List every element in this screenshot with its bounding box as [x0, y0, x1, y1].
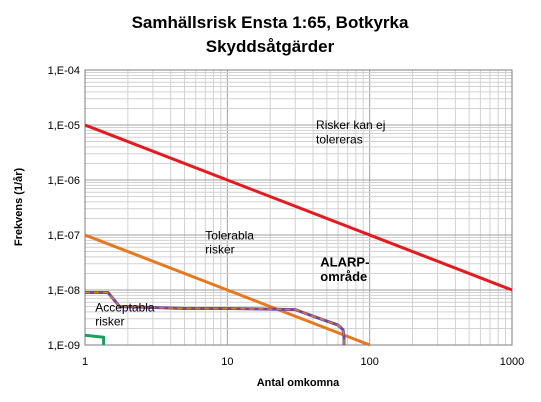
y-tick-label: 1,E-07: [48, 230, 80, 242]
annotation-text: område: [320, 269, 367, 284]
annotation-text: tolereras: [316, 133, 363, 147]
annotations: Risker kan ejtolererasTolerablariskerALA…: [95, 118, 385, 329]
annotation-text: Acceptabla: [95, 300, 155, 314]
y-tick-label: 1,E-05: [48, 120, 80, 132]
x-tick-label: 10: [221, 356, 233, 368]
y-tick-label: 1,E-04: [48, 65, 80, 77]
x-tick-label: 100: [360, 356, 378, 368]
y-tick-label: 1,E-08: [48, 285, 80, 297]
series-line-1: [84, 123, 513, 292]
series-line-4: [84, 333, 106, 345]
series-line-2: [84, 233, 371, 347]
annotation-text: Risker kan ej: [316, 118, 385, 132]
series-line-3-dash: [85, 291, 345, 345]
x-tick-label: 1000: [500, 356, 524, 368]
series-group: [84, 123, 513, 347]
plot-area: [84, 69, 513, 346]
y-tick-label: 1,E-09: [48, 340, 80, 352]
chart-title: Samhällsrisk Ensta 1:65, Botkyrka: [132, 13, 409, 32]
y-tick-label: 1,E-06: [48, 175, 80, 187]
annotation-text: risker: [205, 243, 234, 257]
x-axis: 1 10 100 1000: [82, 356, 524, 368]
annotation-text: risker: [95, 315, 124, 329]
x-tick-label: 1: [82, 356, 88, 368]
annotation-text: Tolerabla: [205, 229, 254, 243]
x-axis-label: Antal omkomna: [257, 377, 340, 389]
y-axis: 1,E-04 1,E-05 1,E-06 1,E-07 1,E-08 1,E-09: [48, 65, 80, 352]
chart-subtitle: Skyddsåtgärder: [206, 37, 335, 56]
annotation-text: ALARP-: [320, 254, 369, 269]
y-axis-label: Frekvens (1/år): [13, 168, 25, 247]
